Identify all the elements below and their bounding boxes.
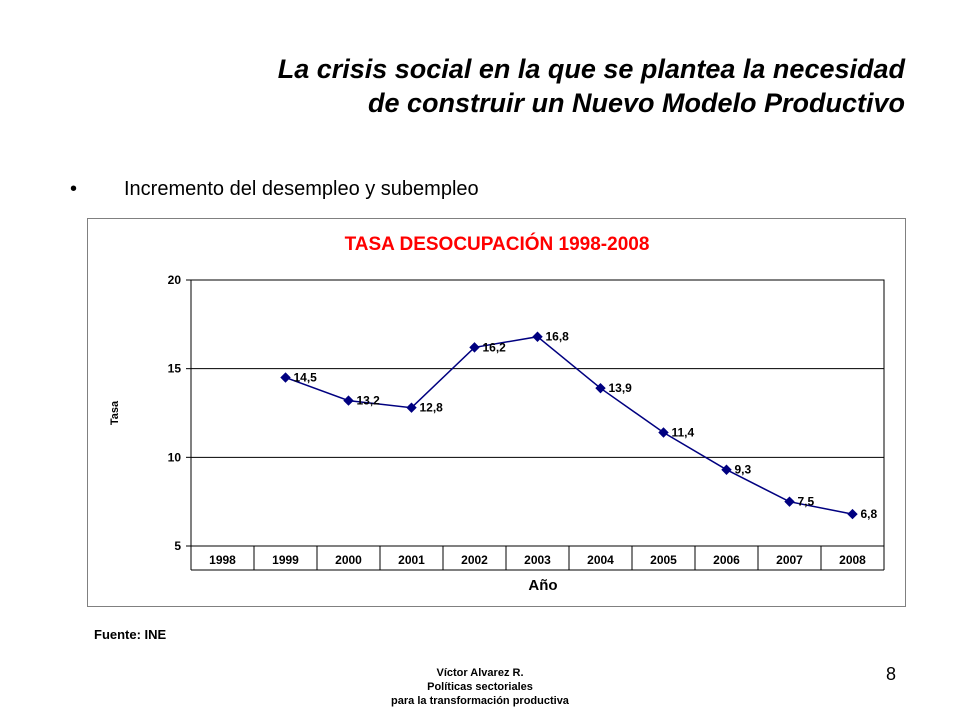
data-label-2003: 16,8 bbox=[546, 330, 570, 344]
source-note: Fuente: INE bbox=[94, 627, 167, 642]
x-tick-label-1998: 1998 bbox=[209, 553, 236, 567]
x-axis-label: Año bbox=[528, 577, 557, 594]
slide-title: La crisis social en la que se plantea la… bbox=[100, 52, 905, 120]
data-point-2005 bbox=[658, 427, 669, 438]
footer-line-2: Políticas sectoriales bbox=[427, 681, 533, 693]
chart-frame: TASA DESOCUPACIÓN 1998-2008 5 10 15 20 1998… bbox=[87, 218, 906, 607]
y-tick-label-10: 10 bbox=[168, 450, 182, 464]
data-point-2002 bbox=[469, 342, 480, 353]
bullet-text: Incremento del desempleo y subempleo bbox=[124, 178, 479, 200]
y-tick-label-20: 20 bbox=[168, 273, 182, 287]
plot-area bbox=[190, 279, 885, 547]
x-tick-label-2003: 2003 bbox=[524, 553, 551, 567]
data-point-2000 bbox=[343, 395, 354, 406]
y-axis-label: Tasa bbox=[109, 400, 121, 425]
slide-title-line-2: de construir un Nuevo Modelo Productivo bbox=[367, 88, 905, 118]
data-point-1999 bbox=[280, 372, 291, 383]
data-label-2002: 16,2 bbox=[483, 340, 507, 354]
data-label-2004: 13,9 bbox=[609, 381, 633, 395]
y-tick-label-5: 5 bbox=[174, 539, 181, 553]
data-label-2000: 13,2 bbox=[357, 394, 381, 408]
data-point-2004 bbox=[595, 382, 606, 394]
x-tick-label-2005: 2005 bbox=[650, 553, 677, 567]
x-axis-categories: 1998 1999 2000 2001 2002 2003 2004 2005 2006 2007… bbox=[190, 546, 885, 571]
x-tick-label-2008: 2008 bbox=[839, 553, 866, 567]
x-tick-label-2001: 2001 bbox=[398, 553, 425, 567]
y-axis-ticks: 5 10 15 20 bbox=[168, 273, 191, 553]
x-tick-label-1999: 1999 bbox=[272, 553, 299, 567]
data-point-2001 bbox=[406, 402, 417, 413]
bullet-icon: • bbox=[70, 178, 78, 200]
unemployment-line-chart: TASA DESOCUPACIÓN 1998-2008 5 10 15 20 1998… bbox=[109, 233, 885, 594]
x-tick-label-2000: 2000 bbox=[335, 553, 362, 567]
page-number: 8 bbox=[886, 664, 897, 684]
data-label-2006: 9,3 bbox=[735, 463, 752, 477]
series-line bbox=[285, 335, 853, 515]
data-point-2008 bbox=[847, 508, 858, 520]
data-point-2006 bbox=[721, 464, 732, 475]
footer-line-3: para la transformación productiva bbox=[391, 695, 569, 707]
data-label-2001: 12,8 bbox=[420, 401, 444, 415]
data-label-2007: 7,5 bbox=[798, 495, 815, 509]
data-point-2007 bbox=[784, 496, 795, 507]
x-tick-label-2007: 2007 bbox=[776, 553, 803, 567]
x-tick-label-2004: 2004 bbox=[587, 553, 614, 567]
data-point-2003 bbox=[532, 331, 543, 342]
chart-title: TASA DESOCUPACIÓN 1998-2008 bbox=[345, 233, 650, 255]
x-tick-label-2006: 2006 bbox=[713, 553, 740, 567]
series-markers bbox=[280, 331, 858, 520]
x-tick-label-2002: 2002 bbox=[461, 553, 488, 567]
data-label-2005: 11,4 bbox=[672, 426, 695, 440]
chart-gridlines bbox=[191, 279, 884, 458]
data-labels: 14,5 13,2 12,8 16,2 16,8 13,9 11,4 9,3 7,5 6,8 bbox=[294, 330, 878, 521]
data-label-2008: 6,8 bbox=[861, 507, 878, 521]
data-label-1999: 14,5 bbox=[294, 371, 318, 385]
slide-title-line-1: La crisis social en la que se plantea la… bbox=[277, 54, 905, 84]
footer-credits: Víctor Alvarez R. Políticas sectoriales … bbox=[330, 666, 630, 708]
y-tick-label-15: 15 bbox=[168, 362, 182, 376]
footer-author: Víctor Alvarez R. bbox=[436, 667, 524, 679]
